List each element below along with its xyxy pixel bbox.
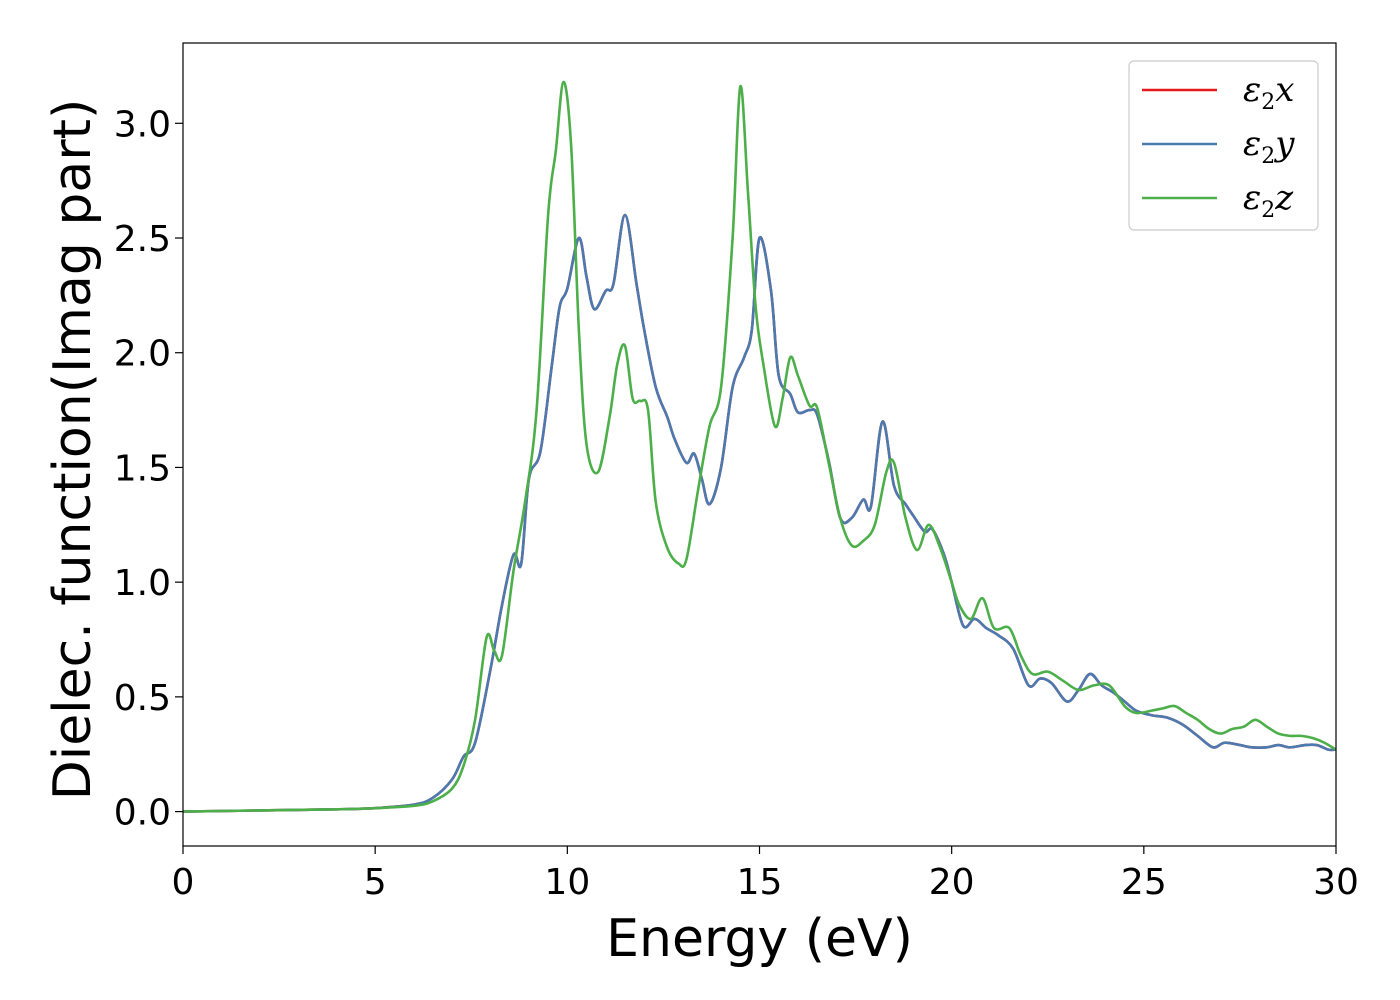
x-axis-ticks: 0 5 10 15 20 25 30 xyxy=(172,846,1359,903)
legend-entry-y: ε2y xyxy=(1142,124,1295,169)
x-tick-label: 10 xyxy=(544,862,590,903)
legend-label: ε2x xyxy=(1243,70,1294,115)
x-tick-label: 5 xyxy=(364,862,387,903)
x-tick-label: 30 xyxy=(1313,862,1359,903)
legend-symbol: ε xyxy=(1243,70,1261,110)
legend-box xyxy=(1128,60,1319,231)
y-axis-ticks: 0.0 0.5 1.0 1.5 2.0 2.5 3.0 xyxy=(114,104,183,834)
legend-subscript: 2 xyxy=(1261,90,1275,115)
y-axis-label: Dielec. function(Imag part) xyxy=(43,99,103,801)
y-tick-label: 2.5 xyxy=(114,219,171,260)
x-axis-label: Energy (eV) xyxy=(606,909,913,969)
legend-label: ε2y xyxy=(1243,124,1295,169)
legend-entry-x: ε2x xyxy=(1142,70,1294,115)
legend-suffix: y xyxy=(1273,124,1295,164)
y-tick-label: 1.0 xyxy=(114,563,171,604)
x-tick-label: 20 xyxy=(929,862,975,903)
legend-symbol: ε xyxy=(1243,178,1261,218)
legend-entry-z: ε2z xyxy=(1142,178,1294,223)
legend-suffix: z xyxy=(1274,178,1294,218)
y-tick-label: 3.0 xyxy=(114,104,171,145)
y-tick-label: 1.5 xyxy=(114,448,171,489)
y-tick-label: 0.5 xyxy=(114,678,171,719)
y-tick-label: 2.0 xyxy=(114,334,171,375)
x-tick-label: 25 xyxy=(1121,862,1167,903)
legend-suffix: x xyxy=(1275,70,1294,110)
legend-subscript: 2 xyxy=(1261,144,1275,169)
series-line-z xyxy=(183,80,1336,813)
legend-label: ε2z xyxy=(1243,178,1294,223)
legend-subscript: 2 xyxy=(1261,198,1275,223)
legend-symbol: ε xyxy=(1243,124,1261,164)
y-tick-label: 0.0 xyxy=(114,793,171,834)
x-tick-label: 15 xyxy=(737,862,783,903)
plot-area xyxy=(182,42,1337,847)
x-tick-label: 0 xyxy=(172,862,195,903)
series-layer xyxy=(183,80,1336,813)
